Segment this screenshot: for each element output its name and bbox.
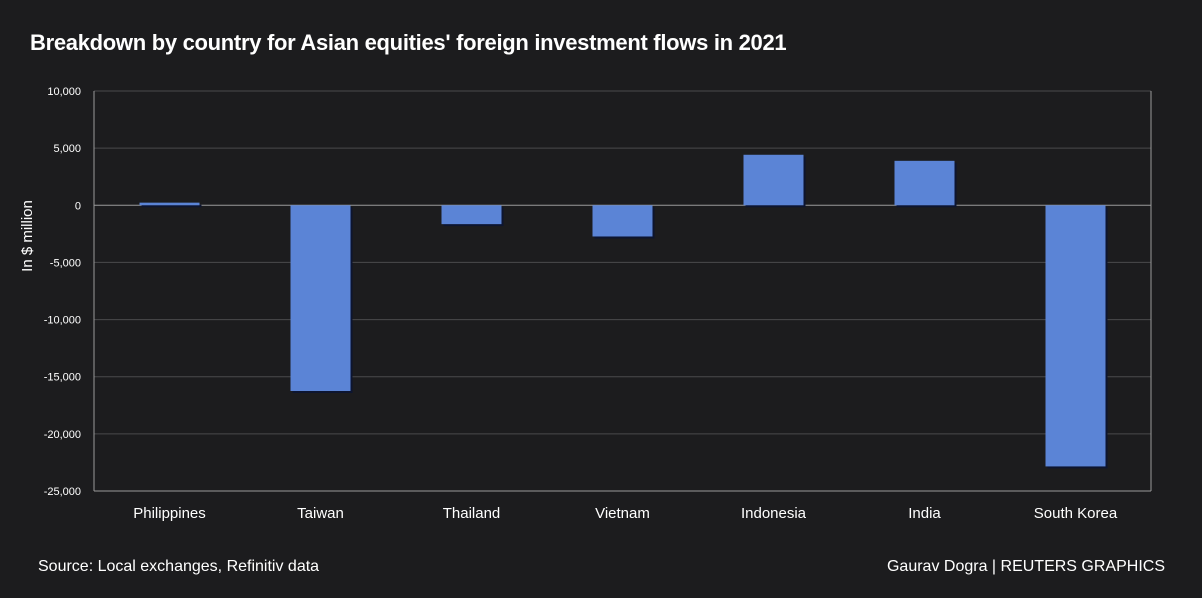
bar-taiwan: [290, 205, 351, 391]
y-axis-label: In $ million: [19, 200, 36, 272]
y-tick-label: -15,000: [44, 372, 81, 384]
credit-note: Gaurav Dogra | REUTERS GRAPHICS: [886, 558, 1165, 575]
bar-india: [894, 160, 955, 206]
y-tick-label: 10,000: [47, 86, 81, 98]
y-tick-label: 5,000: [53, 143, 81, 155]
bar-shadow: [141, 204, 202, 208]
y-tick-label: -25,000: [44, 486, 81, 498]
x-tick-label: Vietnam: [595, 505, 650, 522]
y-tick-label: -20,000: [44, 429, 81, 441]
bar-indonesia: [743, 154, 804, 206]
x-tick-label: Indonesia: [741, 505, 807, 522]
bar-vietnam: [592, 205, 653, 237]
source-note: Source: Local exchanges, Refinitiv data: [38, 558, 320, 575]
bar-south-korea: [1045, 205, 1106, 467]
x-tick-label: Taiwan: [297, 505, 344, 522]
bar-thailand: [441, 205, 502, 225]
chart-title: Breakdown by country for Asian equities'…: [30, 30, 787, 55]
x-tick-label: India: [908, 505, 941, 522]
x-tick-label: Thailand: [443, 505, 501, 522]
bar-philippines: [139, 202, 200, 206]
y-tick-label: -10,000: [44, 315, 81, 327]
y-tick-label: 0: [75, 200, 81, 212]
x-tick-label: South Korea: [1034, 505, 1118, 522]
y-tick-label: -5,000: [50, 257, 81, 269]
x-tick-label: Philippines: [133, 505, 206, 522]
